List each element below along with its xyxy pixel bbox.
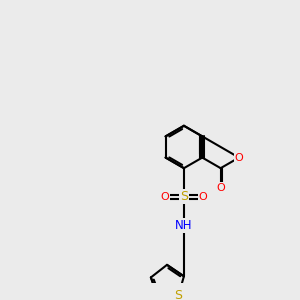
Text: O: O bbox=[199, 192, 207, 202]
Text: O: O bbox=[216, 183, 225, 193]
Text: S: S bbox=[174, 290, 182, 300]
Text: S: S bbox=[180, 190, 188, 203]
Text: O: O bbox=[160, 192, 169, 202]
Text: O: O bbox=[235, 153, 243, 163]
Text: NH: NH bbox=[175, 219, 193, 232]
